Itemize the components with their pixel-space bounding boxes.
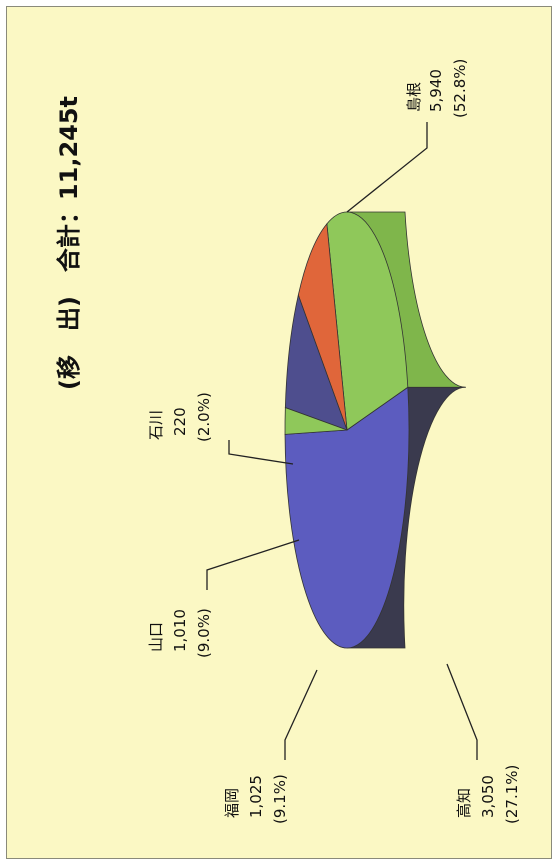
leader-line-yamaguchi <box>206 539 300 590</box>
leader-line-shimane <box>346 122 428 213</box>
label-ishikawa-value: 220 <box>171 407 189 436</box>
label-fukuoka-value: 1,025 <box>247 775 265 818</box>
label-shimane-name: 島根 <box>405 82 423 112</box>
label-yamaguchi-value: 1,010 <box>171 609 189 652</box>
leader-lines <box>206 122 478 760</box>
label-fukuoka-share: (9.1%) <box>271 774 289 824</box>
label-kochi-value: 3,050 <box>479 775 497 818</box>
leader-line-kochi <box>446 663 478 760</box>
label-fukuoka-name: 福岡 <box>223 788 241 818</box>
pie-slice-shimane <box>284 386 410 649</box>
pie-group <box>284 211 466 649</box>
chart-frame: (移 出) 合計：11,245t 島根 5,940 (52.8%) 高知 3,0… <box>6 6 552 859</box>
pie-chart: (移 出) 合計：11,245t 島根 5,940 (52.8%) 高知 3,0… <box>55 59 521 824</box>
label-kochi-name: 高知 <box>455 788 473 818</box>
chart-title: (移 出) 合計：11,245t <box>55 96 83 390</box>
label-shimane-value: 5,940 <box>427 69 445 112</box>
pie-slice-yamaguchi <box>284 293 348 431</box>
label-shimane-share: (52.8%) <box>451 59 469 118</box>
pie-slice-ishikawa <box>284 407 348 435</box>
label-kochi-share: (27.1%) <box>503 765 521 824</box>
label-ishikawa-name: 石川 <box>147 410 165 440</box>
label-ishikawa-share: (2.0%) <box>195 392 213 442</box>
label-yamaguchi-share: (9.0%) <box>195 608 213 658</box>
label-yamaguchi-name: 山口 <box>147 622 165 652</box>
leader-line-fukuoka <box>284 669 318 760</box>
pie-slice-kochi <box>326 211 409 431</box>
leader-line-ishikawa <box>228 440 294 465</box>
pie-slice-fukuoka <box>297 222 348 431</box>
